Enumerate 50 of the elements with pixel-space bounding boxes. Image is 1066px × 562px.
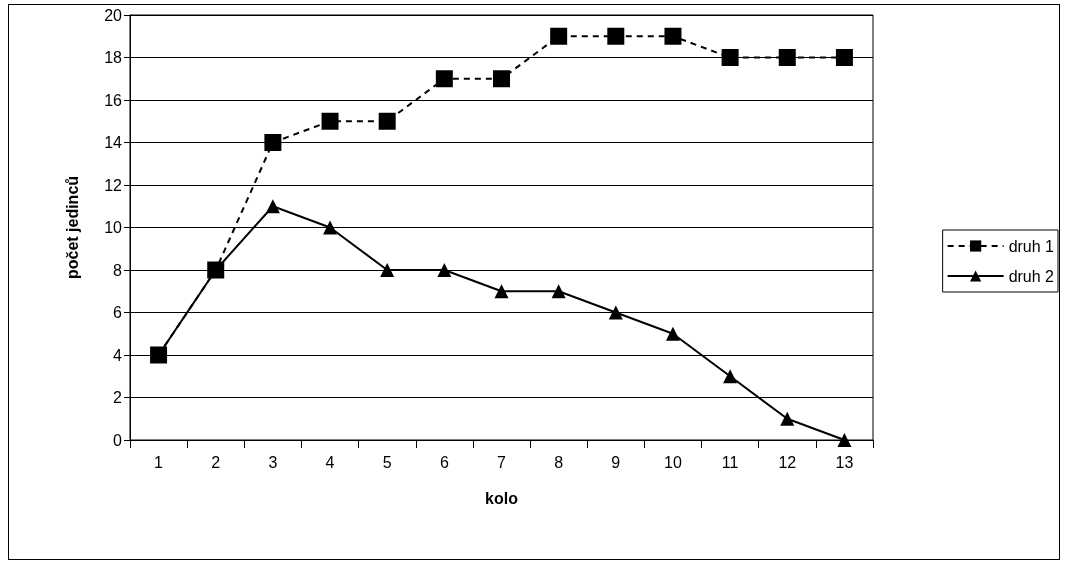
x-tick-label: 5 [382, 453, 392, 471]
point [265, 199, 280, 214]
x-tick-label: 12 [778, 453, 797, 471]
y-tick-label: 2 [113, 389, 123, 406]
point [437, 263, 452, 277]
y-axis-title: počet jedinců [63, 175, 81, 280]
y-tick-label: 14 [104, 134, 123, 151]
point [321, 112, 339, 130]
y-tick-label: 16 [104, 91, 123, 109]
x-tick-label: 6 [439, 453, 449, 471]
point [264, 134, 282, 151]
point [780, 411, 795, 426]
x-tick-label: 7 [497, 453, 507, 471]
legend-label: druh 2 [1008, 267, 1055, 285]
point [835, 49, 853, 66]
y-tick-label: 10 [104, 219, 123, 236]
point [608, 305, 623, 320]
x-tick-label: 2 [211, 453, 221, 471]
y-tick-label: 8 [113, 261, 123, 279]
x-tick-label: 3 [268, 453, 278, 471]
x-tick-label: 4 [325, 453, 335, 471]
y-tick-label: 18 [104, 49, 123, 66]
point [778, 49, 796, 66]
point [664, 27, 682, 45]
x-tick-label: 8 [554, 453, 564, 471]
point [435, 70, 453, 88]
point [837, 433, 852, 447]
x-tick-label: 10 [664, 453, 682, 471]
x-tick-label: 11 [721, 453, 739, 471]
point [550, 27, 568, 45]
point [378, 112, 396, 130]
point [665, 326, 680, 341]
y-tick-label: 0 [113, 431, 123, 449]
point [323, 220, 338, 235]
point [607, 27, 625, 45]
point [723, 369, 738, 384]
point [721, 49, 739, 66]
y-tick-label: 4 [113, 346, 123, 364]
legend-label: druh 1 [1008, 237, 1055, 255]
y-tick-label: 12 [104, 176, 123, 194]
y-tick-label: 20 [104, 6, 123, 24]
point [494, 284, 509, 299]
point [380, 263, 395, 277]
point [551, 284, 566, 299]
x-tick-label: 9 [611, 453, 621, 471]
y-tick-label: 6 [113, 304, 123, 321]
point [493, 70, 510, 88]
x-tick-label: 1 [154, 453, 164, 471]
x-tick-label: 13 [835, 453, 854, 471]
x-axis-title: kolo [485, 489, 519, 507]
